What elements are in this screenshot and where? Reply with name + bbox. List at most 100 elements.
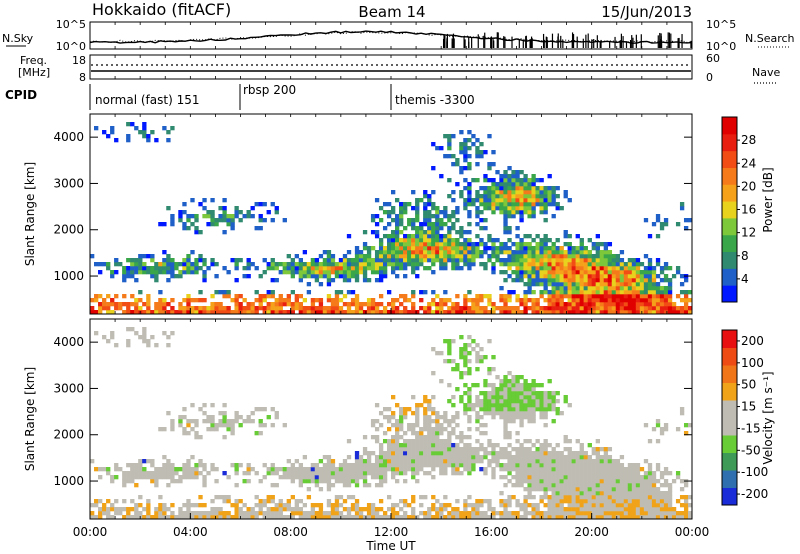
power-cell (290, 302, 295, 307)
power-cell (543, 202, 548, 207)
power-cell (274, 302, 279, 307)
velocity-cell (555, 503, 560, 508)
velocity-cell (651, 499, 657, 504)
velocity-cell (374, 483, 380, 488)
velocity-cell (635, 487, 641, 492)
velocity-cell (543, 447, 548, 452)
power-cell (539, 278, 544, 283)
velocity-cell (447, 351, 452, 356)
velocity-cell (523, 459, 528, 464)
power-cell (519, 242, 524, 247)
velocity-cell (451, 507, 456, 512)
velocity-cell (483, 403, 488, 408)
velocity-cell (563, 467, 568, 472)
velocity-cell (555, 463, 560, 468)
power-cell (531, 302, 536, 307)
velocity-cell (543, 467, 548, 472)
power-cell (395, 258, 400, 263)
power-cell (354, 306, 360, 311)
velocity-cell (651, 475, 657, 480)
velocity-cell (627, 463, 633, 468)
power-cell (346, 258, 352, 263)
power-cell (431, 142, 436, 147)
power-cell (98, 270, 103, 275)
power-cell (575, 310, 580, 315)
power-cell (395, 234, 400, 239)
velocity-cell (451, 471, 456, 476)
velocity-cell (451, 395, 456, 400)
velocity-cell (567, 499, 572, 504)
velocity-cell (391, 455, 396, 460)
power-cell (403, 254, 408, 259)
power-cell (531, 174, 536, 179)
power-cell (563, 190, 568, 195)
velocity-cell (563, 471, 568, 476)
power-cell (254, 310, 259, 315)
power-cell (555, 274, 560, 279)
velocity-colorbar-frame (721, 329, 738, 506)
y-tick-label-3: 4000 (53, 130, 84, 144)
power-cell (619, 310, 625, 315)
power-cell (166, 266, 171, 271)
power-cell (547, 266, 552, 271)
velocity-cell (519, 471, 524, 476)
power-cell (318, 310, 324, 315)
power-cell (499, 182, 504, 187)
velocity-cell (374, 419, 380, 424)
velocity-cell (559, 451, 564, 456)
power-cell (503, 270, 508, 275)
power-cell (202, 310, 207, 315)
velocity-cell (142, 339, 147, 344)
velocity-cell (535, 463, 540, 468)
velocity-cell (246, 415, 251, 420)
power-cell (258, 294, 263, 299)
velocity-cell (170, 511, 175, 516)
power-cell (543, 274, 548, 279)
power-cell (487, 246, 492, 251)
power-cell (615, 302, 621, 307)
velocity-cell (551, 503, 556, 508)
velocity-cell (395, 451, 400, 456)
velocity-cell (459, 451, 464, 456)
power-cell (358, 258, 364, 263)
power-cell (467, 214, 472, 219)
power-cell (90, 254, 95, 259)
velocity-cell (687, 495, 693, 500)
velocity-cell (403, 511, 408, 516)
power-cell (587, 254, 592, 259)
power-cell (234, 206, 239, 211)
power-cell (511, 182, 516, 187)
velocity-cell (374, 507, 380, 512)
velocity-cell (194, 467, 199, 472)
power-cell (511, 250, 516, 255)
velocity-cell (487, 391, 492, 396)
power-cell (138, 290, 143, 295)
velocity-cell (374, 463, 380, 468)
power-cell (659, 286, 665, 291)
power-cell (579, 294, 584, 299)
velocity-cell (370, 507, 376, 512)
velocity-cell (459, 431, 464, 436)
power-cell (655, 286, 661, 291)
power-cell (471, 134, 476, 139)
velocity-cell (519, 399, 524, 404)
power-cell (531, 194, 536, 199)
freq-label-line2: [MHz] (18, 66, 50, 79)
power-cell (411, 242, 416, 247)
velocity-cell (551, 395, 556, 400)
power-cell (423, 202, 428, 207)
velocity-cell (386, 463, 392, 468)
velocity-cell (575, 491, 580, 496)
velocity-cell (170, 331, 175, 336)
velocity-cell (310, 507, 316, 512)
colorbar-tick-2: 12 (741, 226, 756, 240)
power-cell (631, 286, 637, 291)
velocity-cell (447, 383, 452, 388)
power-cell (555, 246, 560, 251)
noise-search-line (89, 31, 693, 43)
power-cell (519, 186, 524, 191)
power-cell (122, 270, 127, 275)
power-cell (539, 186, 544, 191)
velocity-cell (511, 455, 516, 460)
